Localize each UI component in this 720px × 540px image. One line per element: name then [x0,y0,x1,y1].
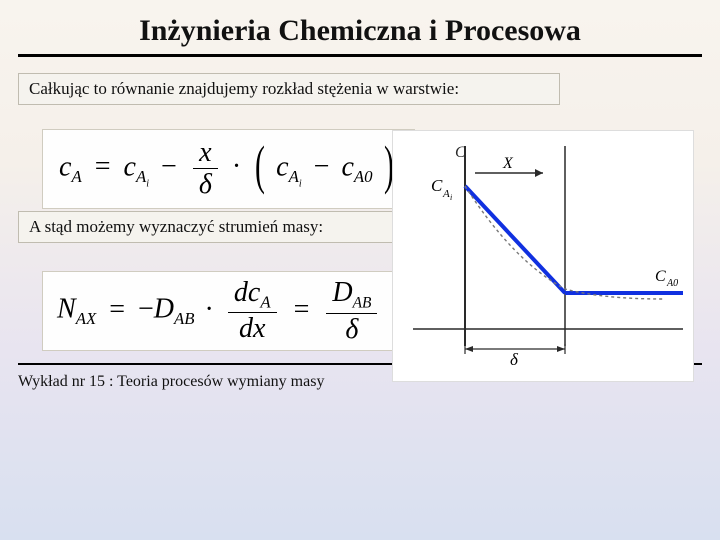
film-linear-profile [465,186,565,293]
caption-2: A stąd możemy wyznaczyć strumień masy: [18,211,410,243]
svg-text:C: C [431,176,443,195]
title-rule [18,54,702,57]
concentration-profile-diagram: C C A i X C A0 δ [392,130,694,382]
svg-text:A0: A0 [666,278,678,289]
c-axis-label: C [455,144,466,161]
svg-text:C: C [655,268,666,285]
caption-1: Całkując to równanie znajdujemy rozkład … [18,73,560,105]
svg-text:i: i [450,193,452,202]
slide-title: Inżynieria Chemiczna i Procesowa [0,0,720,54]
svg-text:δ: δ [510,350,519,369]
true-profile-curve [465,186,663,299]
svg-text:X: X [502,155,514,172]
svg-text:A: A [442,188,450,200]
